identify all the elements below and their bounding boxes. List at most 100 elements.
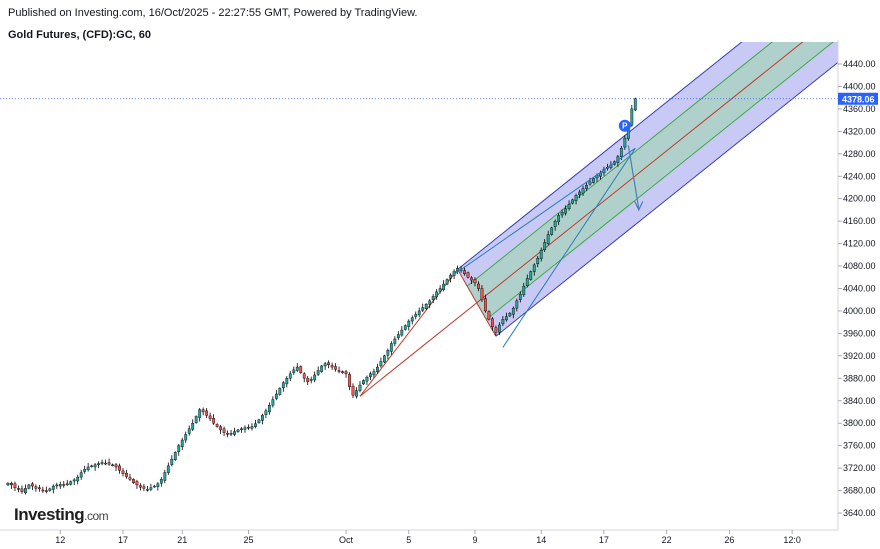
candle <box>306 376 310 386</box>
candle <box>243 425 247 433</box>
candle <box>522 282 526 297</box>
candle <box>191 419 195 432</box>
y-axis: 4440.00 4400.00 4360.00 4320.00 4280.00 4240.… <box>838 59 876 518</box>
candle <box>302 372 306 383</box>
candle <box>539 247 543 262</box>
candle <box>376 363 379 374</box>
y-tick-label: 4360.00 <box>843 104 876 114</box>
candle <box>48 487 52 492</box>
candle-body <box>403 325 407 330</box>
candle <box>72 478 76 485</box>
candle-body <box>337 370 341 372</box>
candle <box>484 294 487 313</box>
y-tick-label: 3680.00 <box>843 486 876 496</box>
candle-body <box>630 108 634 126</box>
candle-body <box>86 466 90 470</box>
candle <box>83 465 87 474</box>
candle <box>348 372 351 391</box>
candle-body <box>355 390 358 397</box>
candle <box>365 375 369 386</box>
candle-body <box>187 428 191 434</box>
candle <box>292 366 296 375</box>
candle-body <box>208 415 212 419</box>
candle <box>125 469 128 479</box>
candle-body <box>83 469 87 472</box>
investing-logo: Investing.com <box>14 505 109 525</box>
x-tick-label: 26 <box>724 535 734 545</box>
candle <box>463 266 466 276</box>
candle-body <box>497 324 501 333</box>
candle <box>369 371 372 380</box>
candle <box>435 289 439 300</box>
candle-body <box>417 310 421 316</box>
candle <box>518 291 522 303</box>
x-axis: 12 17 21 25 Oct 5 9 14 17 22 26 12:0 <box>0 529 838 545</box>
candle-body <box>466 272 470 278</box>
price-marker-circle <box>618 119 631 132</box>
candle <box>396 331 400 341</box>
candle-body <box>477 283 480 289</box>
candle-body <box>389 343 393 352</box>
candle-body <box>135 481 139 486</box>
candle-body <box>529 271 533 280</box>
candle-body <box>177 445 181 453</box>
candle-body <box>219 426 222 431</box>
candle <box>501 316 505 327</box>
candle <box>309 376 313 384</box>
candle-body <box>424 304 428 309</box>
candle <box>410 315 414 325</box>
candle <box>362 379 365 386</box>
candle <box>261 413 264 425</box>
candle <box>264 408 268 419</box>
candle <box>574 193 578 205</box>
candle-body <box>592 178 595 183</box>
chart-header: Published on Investing.com, 16/Oct/2025 … <box>8 6 417 42</box>
candle <box>281 381 285 392</box>
y-tick-label: 3960.00 <box>843 328 876 338</box>
candle-body <box>428 300 432 305</box>
candle-body <box>369 373 372 377</box>
candle-body <box>58 484 62 487</box>
candle <box>633 97 637 112</box>
candle <box>267 402 271 415</box>
candle <box>233 427 236 437</box>
y-tick-label: 4320.00 <box>843 126 876 136</box>
candle-body <box>13 483 17 488</box>
candle <box>407 319 411 331</box>
candle-body <box>111 464 114 466</box>
x-tick-label: Oct <box>339 535 354 545</box>
candle <box>226 430 229 438</box>
candle-body <box>567 204 571 210</box>
candle-body <box>51 485 55 490</box>
candle-body <box>114 464 118 468</box>
y-tick-label: 4080.00 <box>843 261 876 271</box>
candle-body <box>222 428 226 433</box>
candle-body <box>470 277 473 281</box>
candle-body <box>48 488 52 491</box>
candle <box>271 396 275 408</box>
candle <box>546 230 550 246</box>
y-tick-label: 4200.00 <box>843 194 876 204</box>
candle-body <box>191 423 195 430</box>
y-tick-label: 3800.00 <box>843 418 876 428</box>
candle-body <box>400 329 404 336</box>
symbol-title: Gold Futures, (CFD):GC, 60 <box>8 29 151 41</box>
candle <box>445 278 449 286</box>
candle <box>55 482 59 489</box>
candle <box>236 428 240 433</box>
candle-body <box>233 431 236 435</box>
candle-body <box>24 488 27 493</box>
candle-body <box>226 433 229 435</box>
candle <box>152 484 156 488</box>
candle-body <box>90 465 94 468</box>
candle <box>156 482 160 491</box>
candle-body <box>257 419 261 423</box>
x-tick-label: 12:0 <box>783 535 801 545</box>
candle <box>421 303 425 313</box>
x-tick-label: 21 <box>177 535 187 545</box>
candle <box>149 483 153 492</box>
candle <box>142 483 146 492</box>
price-marker-label: P <box>622 122 628 131</box>
candle-body <box>494 327 498 333</box>
